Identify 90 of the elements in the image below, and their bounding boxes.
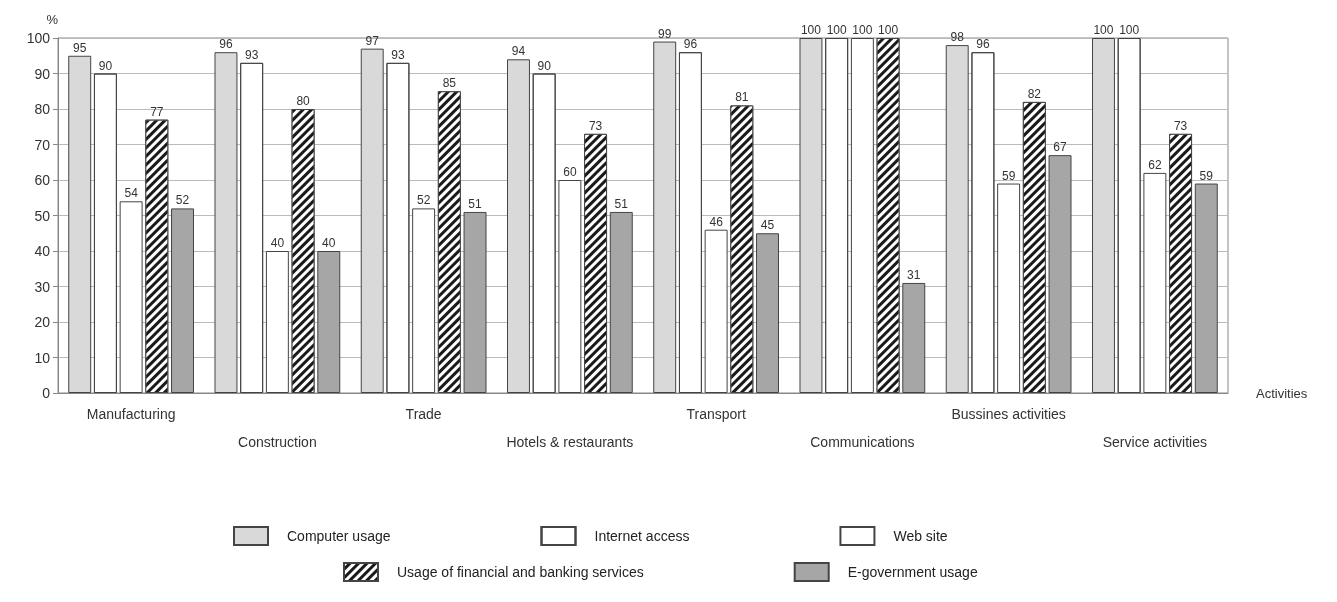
data-label: 81: [735, 90, 749, 105]
data-label: 54: [124, 186, 139, 201]
bar: [317, 251, 341, 393]
data-label: 100: [800, 23, 822, 37]
bar: [506, 59, 530, 393]
data-label: 100: [1093, 23, 1114, 37]
x-tick-label: Hotels & restaurants: [506, 434, 634, 450]
data-label: 97: [365, 33, 380, 48]
bar: [119, 201, 143, 393]
legend-label: E-government usage: [847, 564, 978, 580]
bar: [609, 211, 633, 393]
data-label: 73: [588, 118, 603, 133]
data-label: 96: [976, 37, 990, 52]
legend-label: Web site: [893, 528, 948, 544]
data-label: 46: [709, 214, 724, 229]
y-tick-label: 40: [34, 243, 51, 259]
y-tick-label: 30: [34, 278, 51, 295]
data-label: 96: [683, 37, 698, 52]
data-label: 40: [270, 236, 285, 250]
bar: [1194, 183, 1218, 393]
data-label: 85: [442, 76, 457, 91]
bar: [558, 180, 582, 393]
bar: [214, 52, 238, 393]
data-label: 100: [1119, 23, 1140, 37]
data-label: 67: [1053, 140, 1068, 155]
bar: [463, 211, 487, 393]
y-tick-label: 50: [34, 207, 51, 224]
x-tick-label: Service activities: [1102, 434, 1208, 450]
y-tick-label: 10: [34, 349, 51, 366]
y-tick-label: 100: [26, 30, 51, 46]
x-axis-title: Activities: [1256, 385, 1308, 401]
data-label: 59: [1199, 168, 1214, 183]
bar: [997, 183, 1021, 393]
data-label: 52: [175, 193, 190, 208]
bar: [360, 48, 384, 393]
data-label: 51: [614, 196, 629, 211]
data-label: 95: [73, 40, 87, 55]
legend-label: Usage of financial and banking services: [397, 564, 644, 580]
data-label: 93: [244, 47, 259, 62]
data-label: 100: [852, 23, 873, 37]
data-label: 52: [416, 193, 431, 208]
bar: [1143, 172, 1167, 393]
data-label: 59: [1001, 168, 1016, 183]
bar: [799, 38, 823, 393]
data-label: 96: [219, 37, 233, 52]
x-tick-label: Construction: [238, 434, 317, 450]
data-label: 31: [907, 267, 921, 282]
bar: [850, 38, 874, 393]
data-label: 90: [98, 58, 113, 73]
y-axis-title: %: [46, 12, 59, 27]
data-label: 82: [1027, 86, 1042, 101]
data-label: 73: [1173, 118, 1188, 133]
data-label: 45: [760, 218, 775, 233]
data-label: 94: [511, 44, 526, 59]
x-tick-label: Manufacturing: [86, 406, 176, 422]
legend-label: Computer usage: [287, 528, 391, 544]
bar: [265, 251, 289, 393]
y-tick-label: 20: [34, 314, 51, 330]
x-tick-label: Trade: [405, 406, 442, 422]
bar: [171, 208, 195, 393]
data-label: 93: [391, 47, 405, 62]
data-label: 60: [563, 165, 577, 179]
data-label: 51: [468, 196, 483, 211]
bar: [704, 229, 728, 393]
data-label: 40: [322, 236, 336, 250]
bar: [1048, 155, 1072, 393]
bar: [412, 208, 436, 393]
data-label: 98: [950, 30, 965, 45]
bar: [902, 282, 926, 393]
bar: [1091, 38, 1115, 393]
data-label: 80: [296, 94, 311, 108]
data-label: 62: [1148, 157, 1162, 172]
x-tick-label: Communications: [810, 434, 915, 450]
data-label: 90: [537, 58, 552, 73]
data-label: 99: [658, 26, 672, 41]
x-tick-label: Bussines activities: [951, 406, 1066, 422]
data-label: 77: [150, 104, 164, 119]
y-tick-label: 90: [34, 65, 51, 82]
bar: [756, 233, 780, 393]
legend-label: Internet access: [594, 528, 690, 544]
y-tick-label: 0: [42, 385, 51, 401]
data-label: 100: [826, 23, 847, 37]
bar: [68, 55, 92, 393]
data-label: 100: [878, 23, 899, 37]
bar: [653, 41, 677, 393]
y-tick-label: 60: [34, 172, 51, 188]
x-tick-label: Transport: [686, 406, 746, 422]
bar: [945, 45, 969, 393]
y-tick-label: 70: [34, 136, 51, 153]
y-tick-label: 80: [34, 101, 51, 117]
